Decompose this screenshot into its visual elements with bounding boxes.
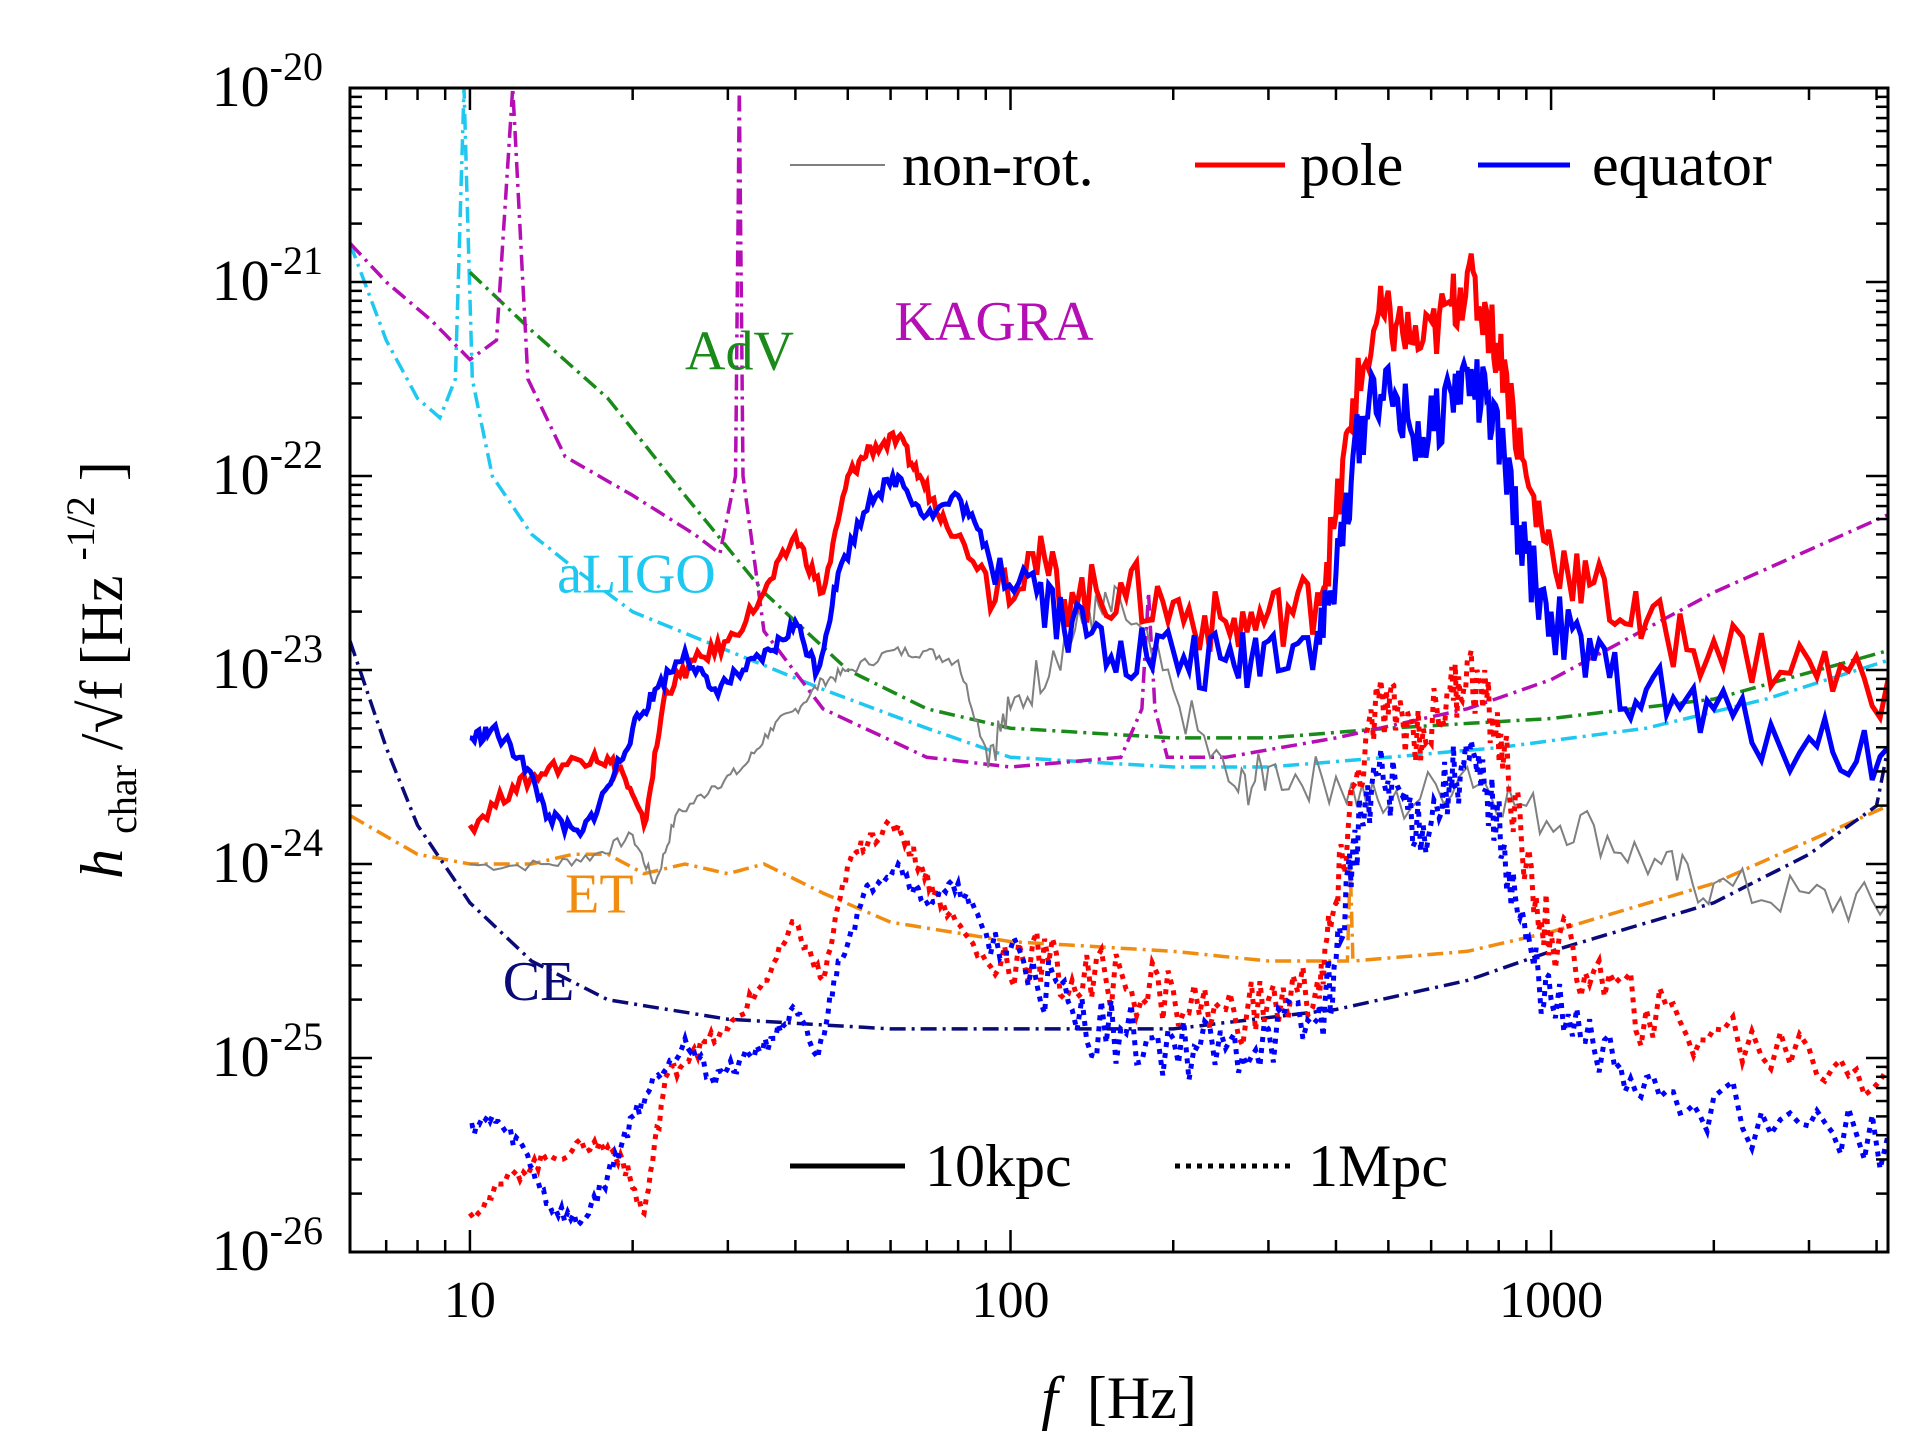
signal-equator-10kpc [469, 354, 1888, 842]
signal-pole-10kpc [467, 253, 1888, 837]
detector-label-et: ET [565, 864, 633, 926]
detector-label-ce: CE [503, 951, 575, 1013]
legend-label-1mpc: 1Mpc [1308, 1133, 1448, 1199]
legend-signals: non-rot. pole equator [790, 132, 1772, 198]
legend-label-nonrot: non-rot. [902, 132, 1094, 198]
y-axis-label-sub: char [100, 765, 145, 834]
legend-label-pole: pole [1300, 132, 1403, 198]
detector-curve-et [350, 804, 1888, 963]
y-tick-label: 10-23 [212, 626, 323, 701]
y-axis-label-exp: -1/2 [58, 496, 103, 560]
y-axis-label: h char /√f [Hz -1/2 ] [41, 461, 149, 879]
y-axis-label-rest: /√f [Hz [69, 576, 135, 751]
x-axis-label: f [Hz] [1041, 1365, 1197, 1431]
detector-curve-ce [350, 640, 1888, 1031]
y-axis-label-var: h [69, 849, 135, 879]
y-tick-label: 10-20 [212, 44, 323, 119]
detector-curve-kagra [350, 88, 1888, 769]
labels-layer: 10 100 1000 10-26 10-25 10-24 10-23 10-22 10-21 1… [212, 44, 1603, 1329]
detector-label-kagra: KAGRA [894, 291, 1094, 353]
y-tick-label: 10-21 [212, 238, 323, 313]
ticks-layer [348, 86, 1888, 1254]
legend-distance: 10kpc 1Mpc [790, 1133, 1448, 1199]
y-tick-label: 10-26 [212, 1208, 323, 1283]
signal-pole-1mpc [467, 649, 1888, 1223]
y-tick-label: 10-22 [212, 432, 323, 507]
legend-label-10kpc: 10kpc [925, 1133, 1072, 1199]
y-tick-label: 10-25 [212, 1014, 323, 1089]
legend-label-equator: equator [1592, 132, 1772, 198]
x-tick-label: 1000 [1499, 1272, 1603, 1329]
detector-label-adv: AdV [685, 320, 794, 382]
signal-nonrot-10kpc [469, 584, 1888, 925]
curves-layer [350, 88, 1888, 1231]
detector-curve-aligo [350, 88, 1888, 769]
y-axis-label-end: ] [69, 461, 135, 481]
y-tick-label: 10-24 [212, 820, 323, 895]
x-axis-label-unit: [Hz] [1087, 1365, 1197, 1431]
detector-label-aligo: aLIGO [557, 543, 716, 605]
x-tick-label: 100 [972, 1272, 1050, 1329]
x-axis-label-var: f [1041, 1365, 1065, 1431]
signal-equator-1mpc [469, 739, 1888, 1231]
x-tick-label: 10 [444, 1272, 496, 1329]
